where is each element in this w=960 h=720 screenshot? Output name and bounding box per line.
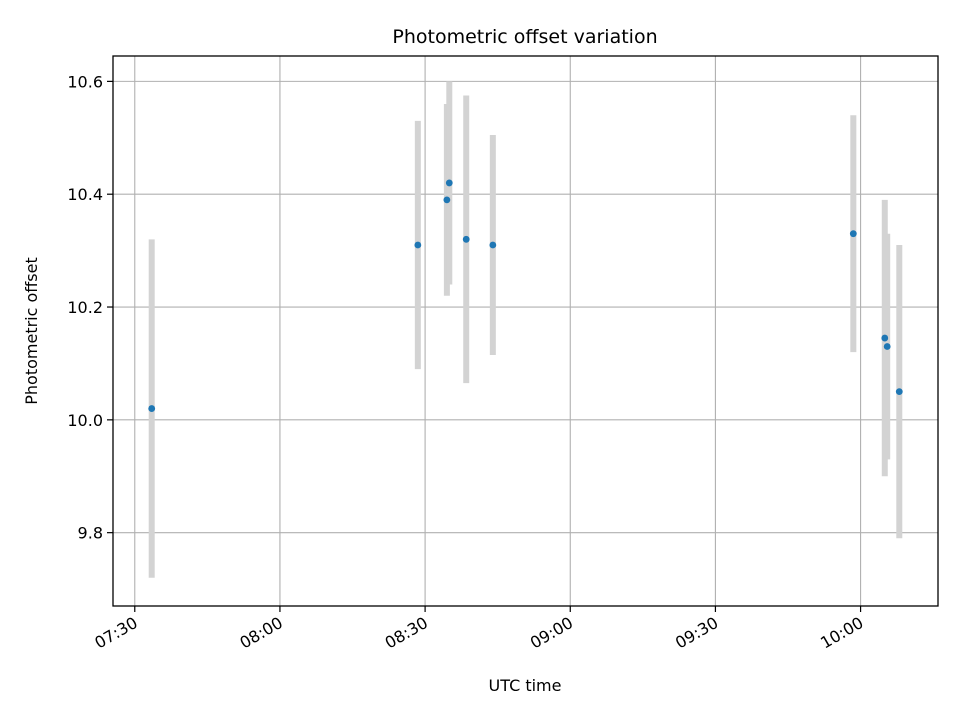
y-tick-label: 10.4 <box>67 185 103 204</box>
y-tick-label: 10.2 <box>67 298 103 317</box>
data-point <box>443 196 451 204</box>
plot-frame <box>112 55 939 607</box>
y-tick-label: 9.8 <box>78 524 103 543</box>
data-point <box>462 235 470 243</box>
y-axis-ticks: 9.8 10.0 10.2 10.4 10.6 <box>67 72 113 543</box>
data-point <box>489 241 497 249</box>
x-axis-label: UTC time <box>489 676 562 695</box>
y-axis-label: Photometric offset <box>22 257 41 405</box>
data-point <box>414 241 422 249</box>
data-point <box>445 179 453 187</box>
data-point <box>895 388 903 396</box>
data-points <box>148 179 903 412</box>
chart-title: Photometric offset variation <box>392 26 657 48</box>
y-tick-label: 10.0 <box>67 411 103 430</box>
data-point <box>881 334 889 342</box>
data-point <box>849 230 857 238</box>
data-point <box>148 405 156 412</box>
grid <box>113 56 938 606</box>
data-point <box>883 343 891 350</box>
y-tick-label: 10.6 <box>67 72 103 91</box>
